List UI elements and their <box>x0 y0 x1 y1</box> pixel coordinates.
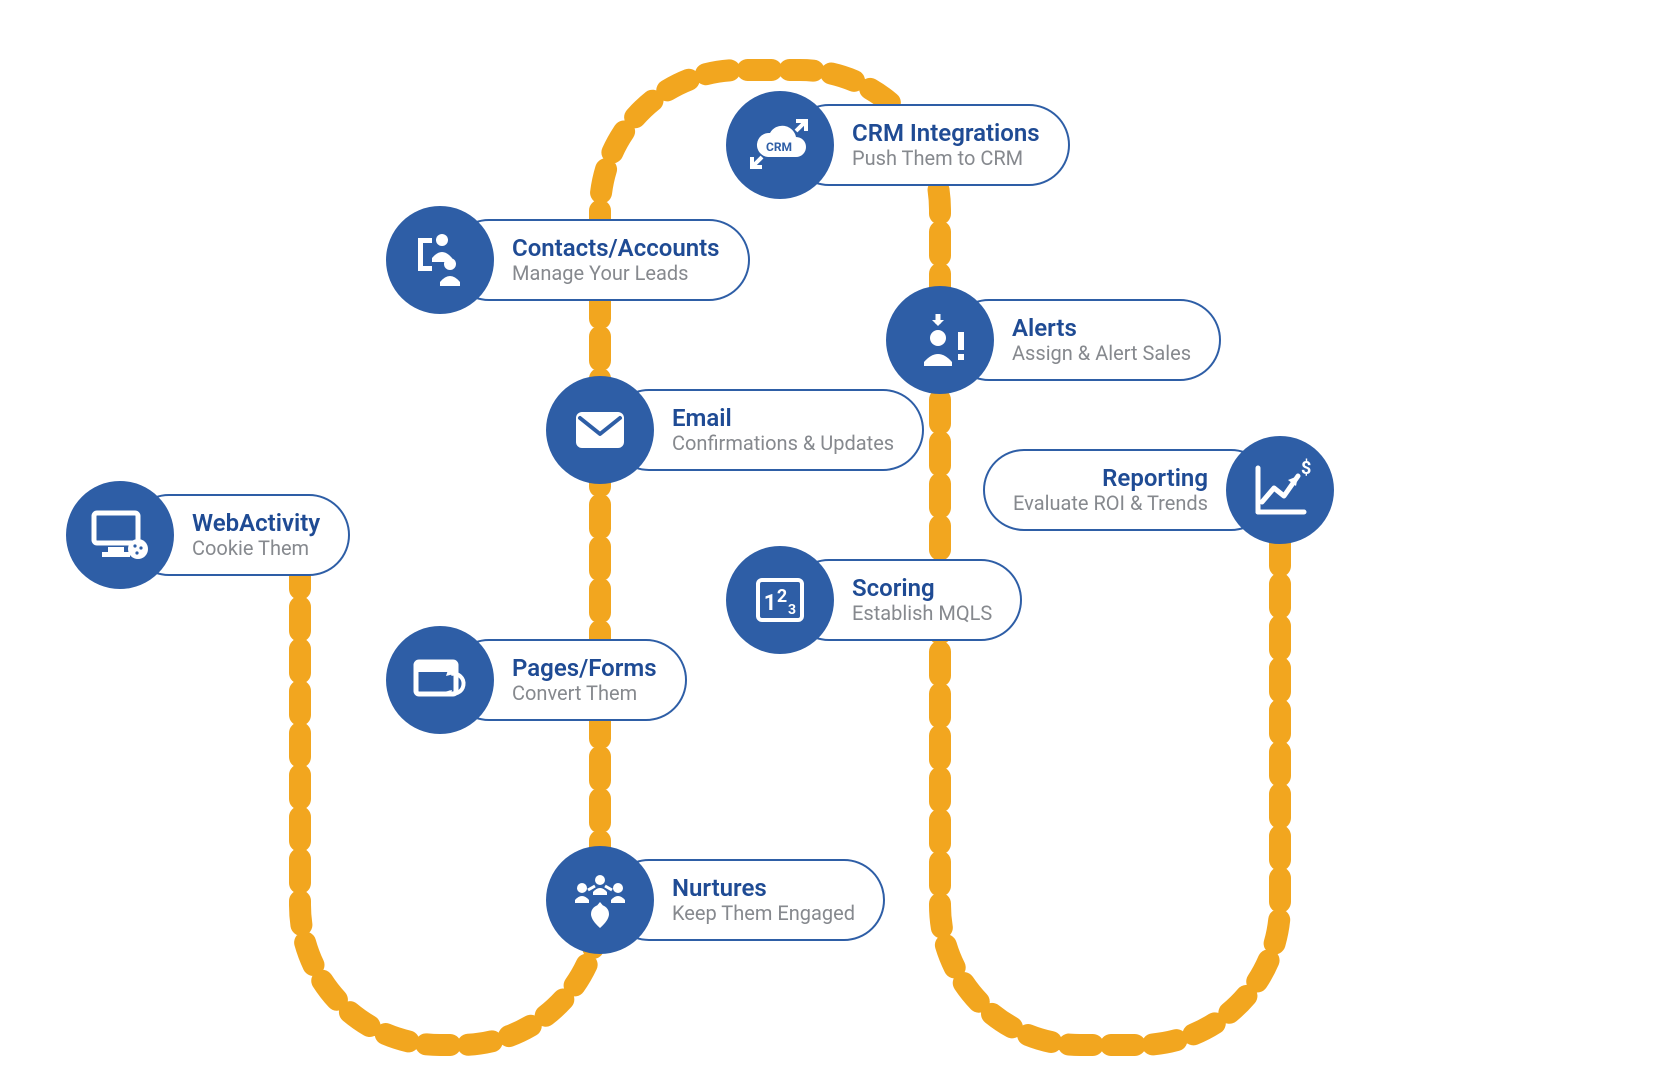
node-email: EmailConfirmations & Updates <box>546 376 924 484</box>
envelope-icon <box>546 376 654 484</box>
diagram-stage: { "type": "infographic-flow", "canvas": … <box>0 0 1661 1077</box>
node-title: WebActivity <box>192 510 320 536</box>
node-subtitle: Push Them to CRM <box>852 147 1040 170</box>
node-nurtures: NurturesKeep Them Engaged <box>546 846 885 954</box>
node-title: Contacts/Accounts <box>512 235 720 261</box>
group-drop-icon <box>546 846 654 954</box>
node-subtitle: Confirmations & Updates <box>672 432 894 455</box>
people-icon <box>386 206 494 314</box>
node-subtitle: Convert Them <box>512 682 657 705</box>
node-title: Pages/Forms <box>512 655 657 681</box>
node-subtitle: Keep Them Engaged <box>672 902 855 925</box>
svg-text:3: 3 <box>788 602 796 618</box>
node-contacts: Contacts/AccountsManage Your Leads <box>386 206 750 314</box>
node-title: CRM Integrations <box>852 120 1040 146</box>
monitor-icon <box>66 481 174 589</box>
label-email: EmailConfirmations & Updates <box>608 389 924 471</box>
node-subtitle: Evaluate ROI & Trends <box>1013 492 1208 515</box>
node-web-activity: WebActivityCookie Them <box>66 481 350 589</box>
cloud-crm-icon: CRM <box>726 91 834 199</box>
node-title: Alerts <box>1012 315 1191 341</box>
node-subtitle: Establish MQLS <box>852 602 992 625</box>
node-subtitle: Assign & Alert Sales <box>1012 342 1191 365</box>
svg-text:2: 2 <box>777 586 787 607</box>
node-alerts: AlertsAssign & Alert Sales <box>886 286 1221 394</box>
node-title: Scoring <box>852 575 992 601</box>
browser-sync-icon <box>386 626 494 734</box>
node-title: Nurtures <box>672 875 855 901</box>
node-reporting: $ ReportingEvaluate ROI & Trends <box>983 436 1334 544</box>
svg-text:1: 1 <box>764 591 777 616</box>
svg-text:$: $ <box>1301 458 1311 479</box>
node-pages-forms: Pages/FormsConvert Them <box>386 626 687 734</box>
chart-dollar-icon: $ <box>1226 436 1334 544</box>
node-title: Reporting <box>1013 465 1208 491</box>
node-title: Email <box>672 405 894 431</box>
node-subtitle: Cookie Them <box>192 537 320 560</box>
person-alert-icon <box>886 286 994 394</box>
node-crm: CRM CRM IntegrationsPush Them to CRM <box>726 91 1070 199</box>
node-scoring: 1 2 3 ScoringEstablish MQLS <box>726 546 1022 654</box>
number-tiles-icon: 1 2 3 <box>726 546 834 654</box>
node-subtitle: Manage Your Leads <box>512 262 720 285</box>
svg-text:CRM: CRM <box>766 140 792 154</box>
